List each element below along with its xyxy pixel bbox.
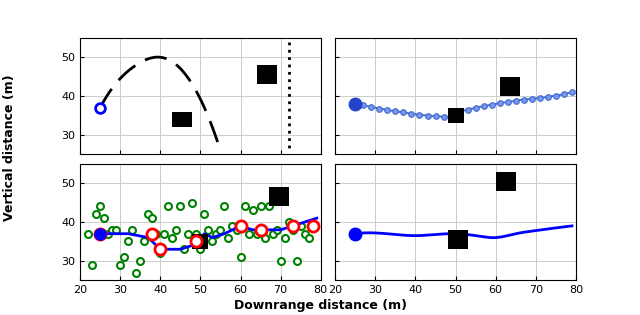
Bar — [269, 187, 289, 207]
Text: Vertical distance (m): Vertical distance (m) — [3, 75, 16, 221]
Bar — [447, 108, 463, 123]
Bar — [193, 234, 209, 249]
Bar — [500, 77, 520, 96]
Text: Downrange distance (m): Downrange distance (m) — [234, 299, 406, 312]
Bar — [257, 65, 276, 84]
Bar — [447, 230, 468, 249]
Bar — [172, 112, 193, 127]
Bar — [496, 171, 516, 191]
